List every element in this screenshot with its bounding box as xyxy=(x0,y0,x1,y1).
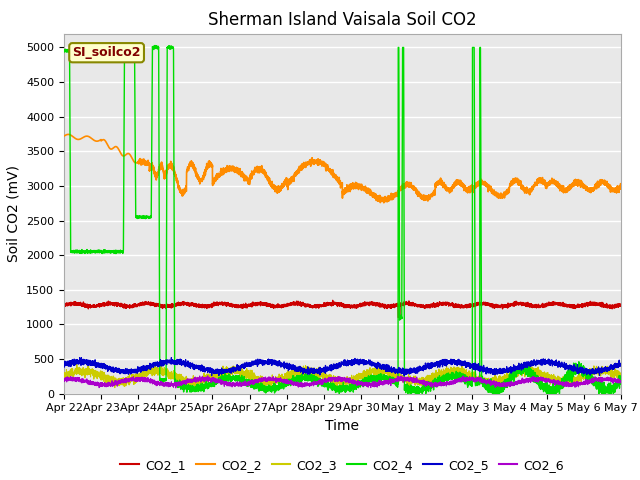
Title: Sherman Island Vaisala Soil CO2: Sherman Island Vaisala Soil CO2 xyxy=(208,11,477,29)
Y-axis label: Soil CO2 (mV): Soil CO2 (mV) xyxy=(6,165,20,262)
Text: SI_soilco2: SI_soilco2 xyxy=(72,46,141,59)
Legend: CO2_1, CO2_2, CO2_3, CO2_4, CO2_5, CO2_6: CO2_1, CO2_2, CO2_3, CO2_4, CO2_5, CO2_6 xyxy=(115,454,570,477)
X-axis label: Time: Time xyxy=(325,419,360,433)
